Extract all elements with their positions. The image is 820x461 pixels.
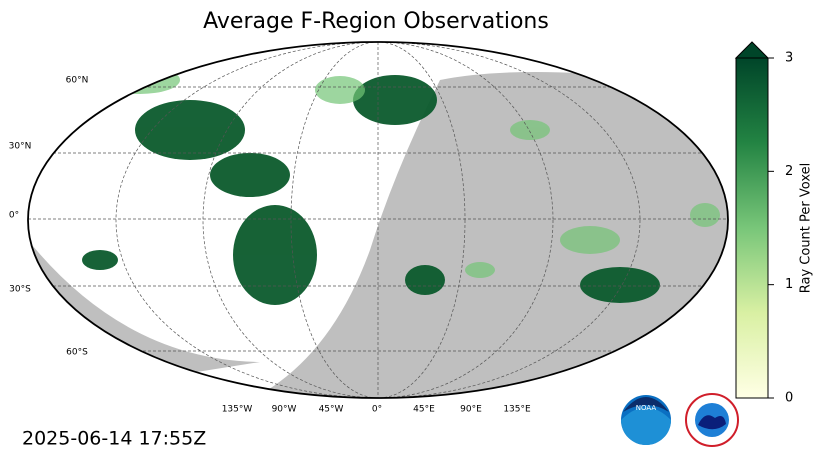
lat-label: 60°N <box>66 76 89 86</box>
colorbar-tick-label: 1 <box>785 277 793 292</box>
lat-label: 0° <box>9 211 19 221</box>
colorbar-tick-label: 0 <box>785 391 793 406</box>
lat-label: 60°S <box>66 348 88 358</box>
map-border <box>27 41 729 399</box>
lon-label: 90°E <box>460 405 482 415</box>
lon-label: 0° <box>372 405 382 415</box>
ray-density <box>82 75 660 305</box>
svg-text:NOAA: NOAA <box>636 404 657 412</box>
colorbar-extend <box>734 41 770 59</box>
lon-label: 135°W <box>222 405 253 415</box>
lon-label: 45°E <box>413 405 435 415</box>
title: Average F-Region Observations <box>203 9 549 34</box>
colorbar-tick-label: 2 <box>785 164 793 179</box>
lat-label: 30°N <box>9 142 32 152</box>
lon-label: 90°W <box>272 405 297 415</box>
lat-label: 30°S <box>9 285 31 295</box>
map-labels: 60°N 30°N 0° 30°S 60°S 135°W 90°W 45°W 0° 45°E 90°… <box>9 76 531 415</box>
colorbar <box>734 41 770 399</box>
colorbar-tick-label: 3 <box>785 51 793 66</box>
colorbar-ticks: 0 1 2 3 <box>768 51 793 406</box>
night-region <box>250 72 728 398</box>
map <box>28 42 728 398</box>
lon-label: 135°E <box>503 405 531 415</box>
timestamp: 2025-06-14 17:55Z <box>22 428 206 450</box>
lon-label: 45°W <box>319 405 344 415</box>
colorbar-label: Ray Count Per Voxel <box>799 163 814 293</box>
colorbar-body <box>735 57 769 399</box>
noaa-logo: NOAA <box>621 395 671 445</box>
nws-logo <box>685 393 739 447</box>
